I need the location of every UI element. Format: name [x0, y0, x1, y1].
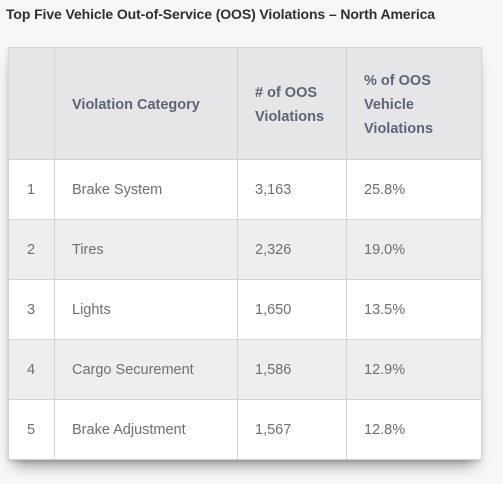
category-cell: Cargo Securement [54, 339, 238, 400]
table-body: 1 Brake System 3,163 25.8% 2 Tires 2,326… [8, 159, 482, 460]
count-cell: 2,326 [237, 219, 347, 280]
violations-table: Violation Category # of OOS Violations %… [8, 47, 482, 460]
table-header: Violation Category # of OOS Violations %… [8, 47, 482, 160]
table-row: 1 Brake System 3,163 25.8% [8, 159, 482, 220]
violations-table-container: Violation Category # of OOS Violations %… [8, 47, 482, 460]
header-violation-category: Violation Category [54, 47, 238, 160]
percent-cell: 19.0% [346, 219, 482, 280]
category-cell: Brake Adjustment [54, 399, 238, 460]
table-row: 5 Brake Adjustment 1,567 12.8% [8, 399, 482, 460]
table-row: 2 Tires 2,326 19.0% [8, 219, 482, 280]
table-row: 3 Lights 1,650 13.5% [8, 279, 482, 340]
rank-cell: 1 [8, 159, 55, 220]
header-row: Violation Category # of OOS Violations %… [8, 47, 482, 160]
header-rank [8, 47, 55, 160]
rank-cell: 5 [8, 399, 55, 460]
percent-cell: 12.8% [346, 399, 482, 460]
count-cell: 1,586 [237, 339, 347, 400]
header-percent-oos: % of OOS Vehicle Violations [346, 47, 482, 160]
category-cell: Lights [54, 279, 238, 340]
rank-cell: 4 [8, 339, 55, 400]
percent-cell: 12.9% [346, 339, 482, 400]
rank-cell: 3 [8, 279, 55, 340]
page-title: Top Five Vehicle Out-of-Service (OOS) Vi… [6, 6, 435, 22]
table-row: 4 Cargo Securement 1,586 12.9% [8, 339, 482, 400]
category-cell: Brake System [54, 159, 238, 220]
percent-cell: 13.5% [346, 279, 482, 340]
rank-cell: 2 [8, 219, 55, 280]
header-oos-violations: # of OOS Violations [237, 47, 347, 160]
count-cell: 1,567 [237, 399, 347, 460]
count-cell: 1,650 [237, 279, 347, 340]
percent-cell: 25.8% [346, 159, 482, 220]
count-cell: 3,163 [237, 159, 347, 220]
category-cell: Tires [54, 219, 238, 280]
